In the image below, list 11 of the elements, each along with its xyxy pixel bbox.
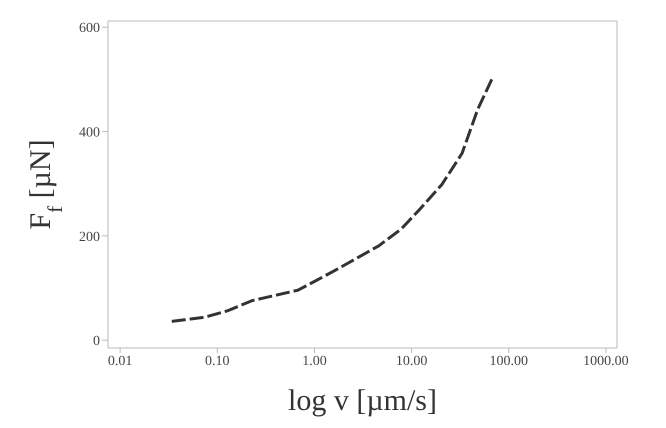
x-tick-label: 10.00: [396, 354, 428, 369]
x-tick-label: 1000.00: [583, 354, 629, 369]
y-tick-label: 600: [79, 21, 100, 36]
y-tick-label: 0: [93, 334, 100, 350]
x-tick-label: 1.00: [302, 354, 327, 369]
x-tick-label: 0.10: [205, 354, 230, 369]
y-tick-label: 400: [79, 126, 100, 141]
x-axis-title: log v [µm/s]: [288, 384, 437, 417]
x-tick-label: 0.01: [108, 354, 132, 369]
y-tick-label: 200: [79, 230, 100, 245]
x-tick-label: 100.00: [490, 354, 528, 369]
